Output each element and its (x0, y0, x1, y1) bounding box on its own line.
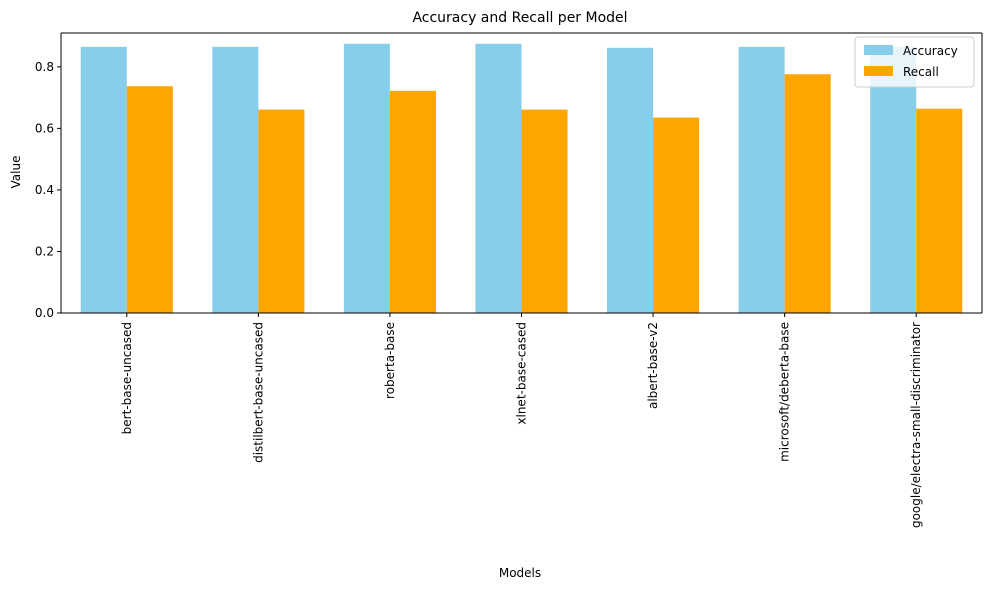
bar-accuracy-6 (870, 46, 917, 313)
chart-title: Accuracy and Recall per Model (412, 10, 627, 26)
bar-accuracy-5 (738, 46, 785, 313)
x-tick-label: albert-base-v2 (646, 322, 660, 409)
y-tick-label: 0.0 (35, 306, 54, 320)
legend-swatch-accuracy (864, 45, 893, 55)
y-tick-label: 0.8 (35, 60, 54, 74)
bar-recall-5 (784, 74, 831, 313)
x-tick-label: distilbert-base-uncased (251, 322, 265, 463)
x-tick-label: xlnet-base-cased (515, 322, 529, 425)
x-tick-label: microsoft/deberta-base (778, 322, 792, 462)
bar-recall-0 (126, 86, 173, 313)
x-axis-label: Models (499, 566, 541, 580)
y-tick-label: 0.4 (35, 183, 54, 197)
x-tick-label: bert-base-uncased (120, 322, 134, 434)
y-axis-label: Value (9, 156, 23, 189)
legend-swatch-recall (864, 66, 893, 76)
legend-label-accuracy: Accuracy (903, 44, 958, 58)
y-tick-label: 0.6 (35, 121, 54, 135)
bar-recall-4 (653, 117, 700, 313)
bar-recall-6 (916, 108, 963, 313)
bar-recall-1 (258, 109, 305, 313)
legend: Accuracy Recall (854, 36, 975, 88)
bar-accuracy-1 (212, 46, 259, 313)
bar-recall-3 (521, 109, 568, 313)
x-tick-label: roberta-base (383, 322, 397, 399)
legend-label-recall: Recall (903, 65, 939, 79)
bar-accuracy-3 (475, 43, 522, 314)
bar-recall-2 (389, 90, 436, 313)
plot-area: 0.0 0.2 0.4 0.6 0.8 bert-base-uncased distilbe… (35, 32, 983, 528)
y-tick-label: 0.2 (35, 244, 54, 258)
bar-accuracy-0 (80, 46, 127, 313)
bar-accuracy-4 (607, 47, 654, 314)
x-tick-label: google/electra-small-discriminator (909, 322, 923, 528)
bar-accuracy-2 (343, 43, 390, 314)
